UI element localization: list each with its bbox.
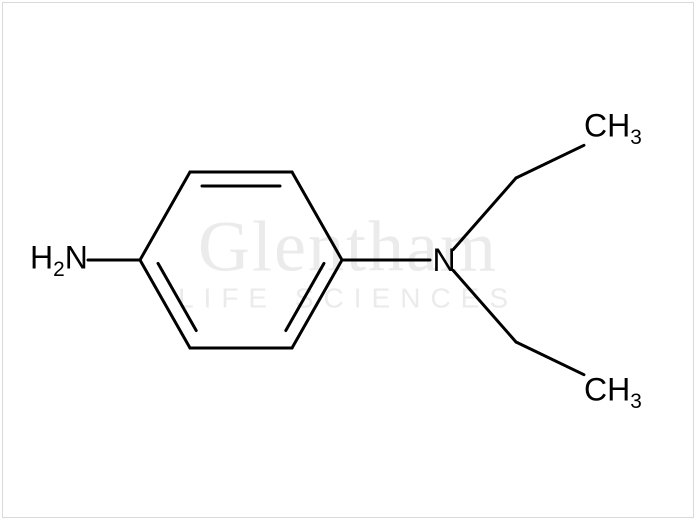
label-ch3-lower: CH3 xyxy=(584,373,642,410)
label-ch3-upper: CH3 xyxy=(584,109,642,146)
label-n-diethyl: N xyxy=(432,244,455,276)
label-amine: H2N xyxy=(30,241,88,278)
diagram-stage: Glentham LIFE SCIENCES H2N N CH3 CH3 xyxy=(0,0,696,520)
structure-svg xyxy=(0,0,696,520)
